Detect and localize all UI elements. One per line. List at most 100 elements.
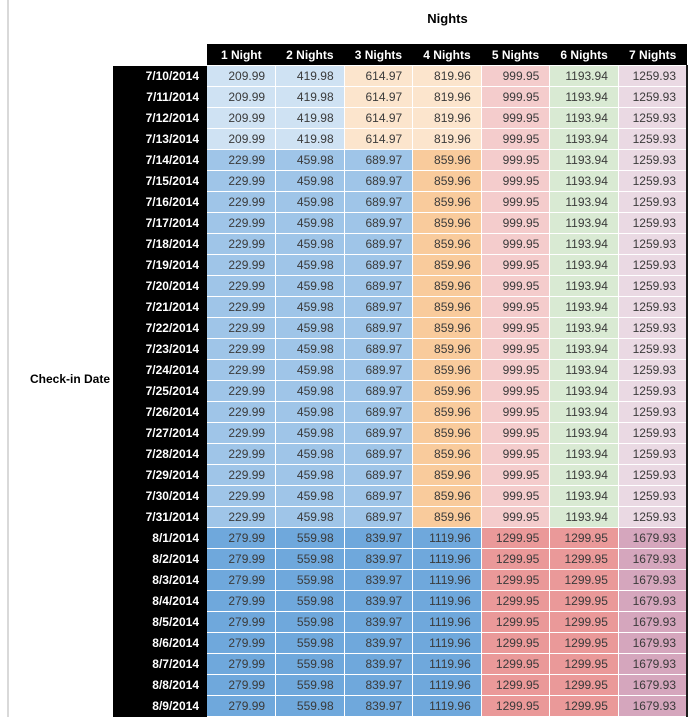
price-cell[interactable]: 1679.93 — [618, 590, 688, 612]
price-cell[interactable]: 1299.95 — [481, 569, 551, 591]
checkin-date-cell[interactable]: 7/20/2014 — [113, 275, 207, 297]
price-cell[interactable]: 229.99 — [207, 443, 277, 465]
checkin-date-cell[interactable]: 7/11/2014 — [113, 86, 207, 108]
price-cell[interactable]: 229.99 — [207, 359, 277, 381]
price-cell[interactable]: 559.98 — [275, 527, 345, 549]
price-cell[interactable]: 209.99 — [207, 128, 277, 150]
price-cell[interactable]: 459.98 — [275, 443, 345, 465]
price-cell[interactable]: 1679.93 — [618, 674, 688, 696]
price-cell[interactable]: 689.97 — [344, 464, 414, 486]
price-cell[interactable]: 999.95 — [481, 191, 551, 213]
price-cell[interactable]: 859.96 — [412, 170, 482, 192]
price-cell[interactable]: 1299.95 — [549, 653, 619, 675]
price-cell[interactable]: 999.95 — [481, 380, 551, 402]
price-cell[interactable]: 859.96 — [412, 233, 482, 255]
checkin-date-cell[interactable]: 7/23/2014 — [113, 338, 207, 360]
price-cell[interactable]: 459.98 — [275, 170, 345, 192]
price-cell[interactable]: 1299.95 — [549, 590, 619, 612]
checkin-date-cell[interactable]: 7/30/2014 — [113, 485, 207, 507]
price-cell[interactable]: 859.96 — [412, 359, 482, 381]
price-cell[interactable]: 1193.94 — [549, 212, 619, 234]
price-cell[interactable]: 999.95 — [481, 275, 551, 297]
price-cell[interactable]: 689.97 — [344, 149, 414, 171]
price-cell[interactable]: 1299.95 — [481, 548, 551, 570]
price-cell[interactable]: 1259.93 — [618, 128, 688, 150]
price-cell[interactable]: 689.97 — [344, 401, 414, 423]
price-cell[interactable]: 1119.96 — [412, 632, 482, 654]
price-cell[interactable]: 819.96 — [412, 86, 482, 108]
price-cell[interactable]: 999.95 — [481, 149, 551, 171]
price-cell[interactable]: 839.97 — [344, 548, 414, 570]
checkin-date-cell[interactable]: 7/18/2014 — [113, 233, 207, 255]
price-cell[interactable]: 1193.94 — [549, 359, 619, 381]
price-cell[interactable]: 1119.96 — [412, 611, 482, 633]
price-cell[interactable]: 1259.93 — [618, 443, 688, 465]
price-cell[interactable]: 859.96 — [412, 422, 482, 444]
price-cell[interactable]: 819.96 — [412, 107, 482, 129]
price-cell[interactable]: 1119.96 — [412, 695, 482, 717]
price-cell[interactable]: 614.97 — [344, 128, 414, 150]
price-cell[interactable]: 279.99 — [207, 695, 277, 717]
price-cell[interactable]: 209.99 — [207, 86, 277, 108]
price-cell[interactable]: 1259.93 — [618, 296, 688, 318]
price-cell[interactable]: 1193.94 — [549, 275, 619, 297]
price-cell[interactable]: 559.98 — [275, 548, 345, 570]
price-cell[interactable]: 689.97 — [344, 506, 414, 528]
price-cell[interactable]: 1193.94 — [549, 149, 619, 171]
price-cell[interactable]: 1259.93 — [618, 338, 688, 360]
price-cell[interactable]: 1299.95 — [481, 653, 551, 675]
price-cell[interactable]: 1119.96 — [412, 569, 482, 591]
price-cell[interactable]: 859.96 — [412, 317, 482, 339]
price-cell[interactable]: 689.97 — [344, 275, 414, 297]
checkin-date-cell[interactable]: 7/27/2014 — [113, 422, 207, 444]
price-cell[interactable]: 1299.95 — [549, 611, 619, 633]
price-cell[interactable]: 1679.93 — [618, 611, 688, 633]
price-cell[interactable]: 859.96 — [412, 485, 482, 507]
price-cell[interactable]: 1193.94 — [549, 296, 619, 318]
price-cell[interactable]: 999.95 — [481, 170, 551, 192]
price-cell[interactable]: 559.98 — [275, 611, 345, 633]
price-cell[interactable]: 1259.93 — [618, 485, 688, 507]
checkin-date-cell[interactable]: 7/14/2014 — [113, 149, 207, 171]
column-header-cell[interactable]: 6 Nights — [549, 44, 619, 66]
price-cell[interactable]: 459.98 — [275, 422, 345, 444]
price-cell[interactable]: 229.99 — [207, 170, 277, 192]
price-cell[interactable]: 229.99 — [207, 464, 277, 486]
price-cell[interactable]: 1193.94 — [549, 170, 619, 192]
price-cell[interactable]: 1679.93 — [618, 527, 688, 549]
price-cell[interactable]: 999.95 — [481, 443, 551, 465]
price-cell[interactable]: 1193.94 — [549, 401, 619, 423]
price-cell[interactable]: 999.95 — [481, 86, 551, 108]
price-cell[interactable]: 559.98 — [275, 695, 345, 717]
price-cell[interactable]: 459.98 — [275, 191, 345, 213]
price-cell[interactable]: 459.98 — [275, 401, 345, 423]
price-cell[interactable]: 999.95 — [481, 338, 551, 360]
price-cell[interactable]: 229.99 — [207, 149, 277, 171]
price-cell[interactable]: 859.96 — [412, 296, 482, 318]
price-cell[interactable]: 859.96 — [412, 212, 482, 234]
price-cell[interactable]: 229.99 — [207, 191, 277, 213]
price-cell[interactable]: 1299.95 — [481, 527, 551, 549]
price-cell[interactable]: 1259.93 — [618, 149, 688, 171]
price-cell[interactable]: 1119.96 — [412, 590, 482, 612]
checkin-date-cell[interactable]: 7/13/2014 — [113, 128, 207, 150]
price-cell[interactable]: 459.98 — [275, 359, 345, 381]
price-cell[interactable]: 859.96 — [412, 380, 482, 402]
price-cell[interactable]: 859.96 — [412, 443, 482, 465]
price-cell[interactable]: 1299.95 — [549, 632, 619, 654]
price-cell[interactable]: 1193.94 — [549, 422, 619, 444]
checkin-date-cell[interactable]: 7/28/2014 — [113, 443, 207, 465]
price-cell[interactable]: 689.97 — [344, 191, 414, 213]
price-cell[interactable]: 999.95 — [481, 422, 551, 444]
price-cell[interactable]: 459.98 — [275, 275, 345, 297]
price-cell[interactable]: 1193.94 — [549, 443, 619, 465]
price-cell[interactable]: 559.98 — [275, 653, 345, 675]
price-cell[interactable]: 559.98 — [275, 569, 345, 591]
price-cell[interactable]: 1193.94 — [549, 65, 619, 87]
price-cell[interactable]: 459.98 — [275, 254, 345, 276]
price-cell[interactable]: 859.96 — [412, 464, 482, 486]
checkin-date-cell[interactable]: 7/21/2014 — [113, 296, 207, 318]
price-cell[interactable]: 689.97 — [344, 485, 414, 507]
price-cell[interactable]: 1679.93 — [618, 548, 688, 570]
price-cell[interactable]: 1193.94 — [549, 233, 619, 255]
